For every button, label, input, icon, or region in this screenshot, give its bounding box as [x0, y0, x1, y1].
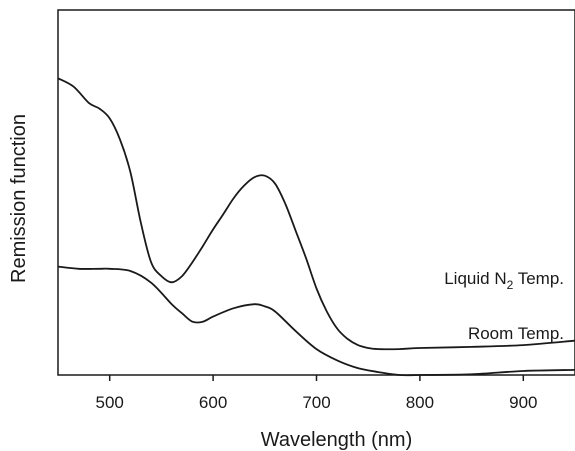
x-tick-label-900: 900 — [509, 393, 537, 412]
liquid-n2-curve — [57, 77, 575, 351]
x-axis-label: Wavelength (nm) — [261, 429, 413, 451]
y-axis-label: Remission function — [8, 114, 30, 283]
chart-curves — [57, 77, 575, 377]
x-tick-label-500: 500 — [96, 393, 124, 412]
x-axis-ticks: 500 600 700 800 900 — [96, 375, 537, 412]
room-temp-curve — [57, 265, 575, 377]
room-temp-label: Room Temp. — [468, 324, 564, 343]
x-tick-label-600: 600 — [199, 393, 227, 412]
x-tick-label-700: 700 — [302, 393, 330, 412]
liquid-n2-temp-label: Liquid N2 Temp. — [444, 269, 564, 292]
x-tick-label-800: 800 — [406, 393, 434, 412]
